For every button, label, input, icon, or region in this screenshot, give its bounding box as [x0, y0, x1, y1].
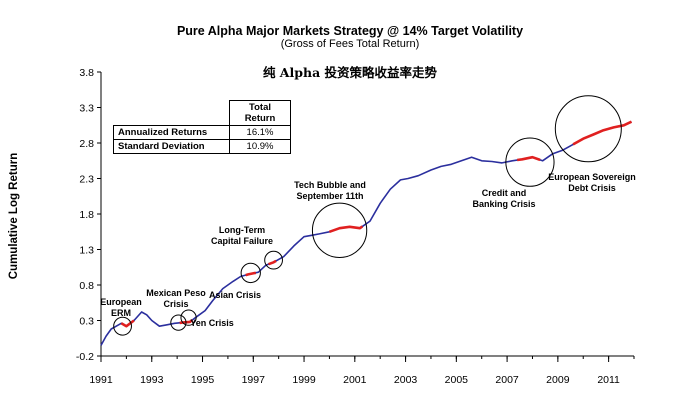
x-tick-label: 1995	[191, 374, 215, 386]
y-tick-label: -0.2	[76, 351, 94, 363]
stats-row-value: 10.9%	[229, 139, 291, 154]
y-tick-label: 3.8	[79, 67, 94, 79]
annotation-label-line: Banking Crisis	[472, 199, 535, 209]
y-tick-label: 0.3	[79, 316, 94, 328]
x-tick-label: 2009	[546, 374, 570, 386]
annotation-circle	[113, 316, 132, 336]
highlight-segment	[517, 155, 541, 162]
stats-table: Total Return Annualized Returns 16.1% St…	[113, 100, 291, 154]
stats-table-corner	[113, 100, 230, 126]
annotation-label-line: European Sovereign	[548, 172, 636, 182]
annotation-label-line: ERM	[111, 308, 131, 318]
stats-row-label: Standard Deviation	[113, 139, 230, 154]
annotation-label-line: Debt Crisis	[568, 183, 616, 193]
x-tick-label: 2011	[597, 374, 620, 386]
stats-row-label: Annualized Returns	[113, 125, 230, 140]
y-tick-label: 1.8	[79, 209, 94, 221]
annotation-label-line: Long-Term	[219, 225, 265, 235]
chart-subtitle: (Gross of Fees Total Return)	[280, 38, 420, 50]
y-tick-label: 0.8	[79, 280, 94, 292]
x-tick-label: 1999	[292, 374, 316, 386]
annotation-circle	[170, 314, 187, 331]
highlight-segment	[245, 271, 257, 277]
annotation-label: European Sovereign Debt Crisis	[548, 172, 636, 193]
y-axis-label: Cumulative Log Return	[8, 152, 20, 280]
annotation-label-line: September 11th	[296, 191, 363, 201]
annotation-circle	[554, 95, 622, 163]
annotation-circle	[505, 137, 555, 187]
annotation-label: Long-Term Capital Failure	[211, 225, 273, 246]
x-tick-label: 1997	[242, 374, 266, 386]
chart-title: Pure Alpha Major Markets Strategy @ 14% …	[176, 24, 524, 38]
annotation-label-line: Tech Bubble and	[294, 180, 366, 190]
stats-column-header: Total Return	[229, 100, 291, 126]
annotation-label-line: Mexican Peso	[146, 288, 206, 298]
table-row: Standard Deviation 10.9%	[113, 139, 291, 154]
stats-row-value: 16.1%	[229, 125, 291, 140]
table-row: Annualized Returns 16.1%	[113, 125, 291, 140]
x-tick-label: 2005	[445, 374, 469, 386]
annotation-label: Mexican Peso Crisis	[146, 288, 206, 309]
highlight-segment	[328, 225, 364, 234]
x-tick-label: 1993	[140, 374, 164, 386]
highlight-segment	[572, 120, 633, 146]
annotation-label-line: Asian Crisis	[209, 290, 261, 300]
annotation-circle	[240, 262, 261, 284]
annotation-label-line: European	[100, 297, 142, 307]
annotation-label-line: Crisis	[163, 299, 188, 309]
annotation-label: Credit and Banking Crisis	[472, 188, 535, 209]
annotation-circle	[264, 250, 283, 270]
y-tick-label: 2.8	[79, 138, 94, 150]
x-tick-label: 2007	[495, 374, 519, 386]
annotation-label-line: Yen Crisis	[190, 318, 234, 328]
highlight-segment	[120, 319, 135, 328]
x-tick-label: 2003	[394, 374, 418, 386]
y-tick-label: 3.3	[79, 103, 94, 115]
highlight-segment	[268, 259, 277, 266]
annotation-label-line: Credit and	[482, 188, 527, 198]
annotation-label: Tech Bubble and September 11th	[294, 180, 366, 201]
annotation-label-line: Capital Failure	[211, 236, 273, 246]
y-tick-label: 1.3	[79, 245, 94, 257]
annotation-label: Yen Crisis	[190, 318, 234, 328]
x-tick-label: 1991	[89, 374, 113, 386]
y-tick-label: 2.3	[79, 174, 94, 186]
annotation-label: European ERM	[100, 297, 142, 318]
x-tick-label: 2001	[343, 374, 367, 386]
annotation-circle	[180, 309, 197, 326]
chinese-title: 纯 Alpha 投资策略收益率走势	[262, 65, 438, 80]
annotation-circle	[311, 202, 368, 258]
annotation-label: Asian Crisis	[209, 290, 261, 300]
